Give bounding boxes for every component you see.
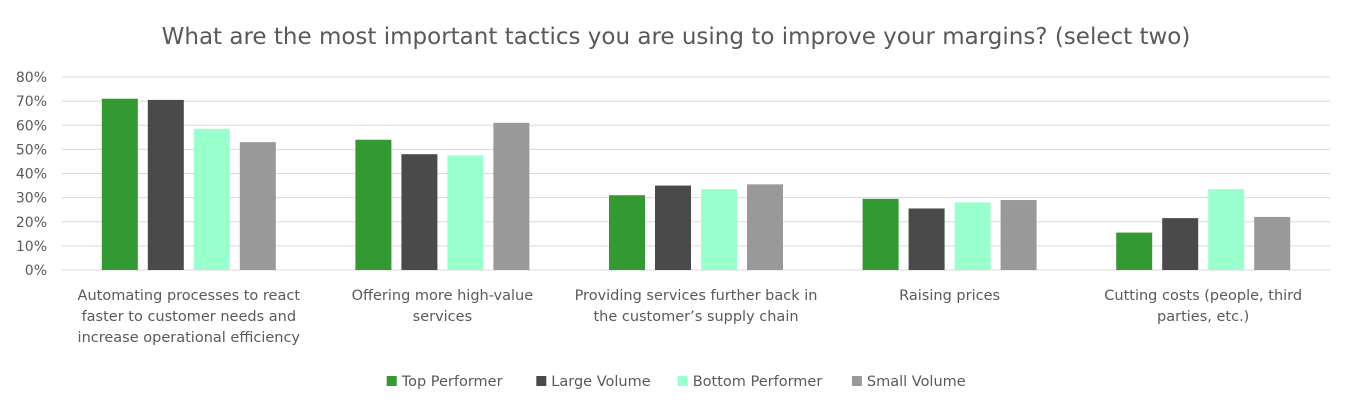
bar (609, 195, 645, 270)
legend: Top Performer Large Volume Bottom Performe… (386, 374, 966, 390)
y-tick-label: 10% (16, 239, 47, 255)
bar (101, 98, 138, 271)
bar (908, 208, 945, 270)
x-category-label: Offering more high-value services (352, 288, 534, 325)
y-tick-label: 50% (16, 142, 47, 158)
legend-swatch (851, 376, 862, 386)
legend-swatch (386, 376, 397, 386)
y-axis-ticks: 0% 10% 20% 30% 40% 50% 60% 70% 80% (16, 70, 47, 279)
bar (655, 185, 691, 270)
bar (1254, 216, 1291, 270)
x-category-label: Raising prices (899, 288, 1000, 304)
bar (401, 154, 438, 270)
y-tick-label: 0% (25, 263, 47, 279)
y-tick-label: 70% (16, 94, 47, 110)
bar (862, 198, 899, 270)
bar (1116, 232, 1153, 270)
y-tick-label: 20% (16, 215, 47, 231)
bar (1000, 200, 1037, 270)
bars (101, 98, 1291, 271)
bar (239, 142, 276, 270)
legend-label: Large Volume (551, 374, 650, 390)
bar (1208, 189, 1245, 270)
legend-label: Bottom Performer (693, 374, 823, 390)
category-labels: Automating processes to react faster to c… (78, 288, 1303, 346)
y-tick-label: 80% (16, 70, 47, 86)
x-category-label: Cutting costs (people, third parties, etc… (1104, 288, 1302, 325)
legend-label: Small Volume (867, 374, 966, 390)
bar (954, 202, 991, 270)
x-category-label: Automating processes to react faster to c… (78, 288, 301, 346)
bar (747, 184, 783, 270)
bar (701, 189, 737, 270)
x-category-label: Providing services further back in the cu… (575, 288, 818, 325)
bar (355, 139, 392, 270)
bar (447, 155, 484, 270)
y-tick-label: 30% (16, 191, 47, 207)
legend-label: Top Performer (401, 374, 503, 390)
bar (147, 99, 184, 270)
bar (493, 122, 530, 271)
legend-swatch (677, 376, 688, 386)
bar (1162, 218, 1199, 270)
y-tick-label: 40% (16, 167, 47, 183)
bar (193, 128, 230, 270)
y-tick-label: 60% (16, 118, 47, 134)
chart-title: What are the most important tactics you … (162, 24, 1191, 50)
legend-swatch (536, 376, 547, 386)
